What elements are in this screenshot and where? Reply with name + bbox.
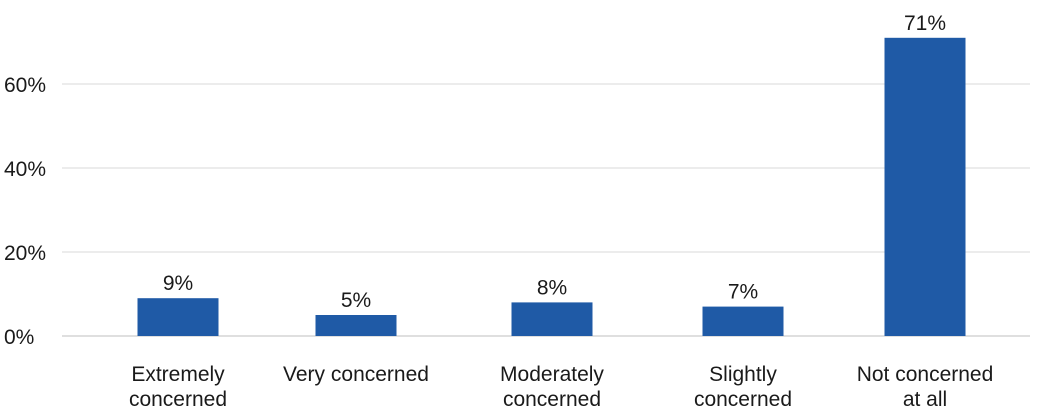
x-tick-label: Moderately	[500, 363, 604, 386]
data-label: 7%	[728, 281, 758, 304]
y-tick-label: 40%	[4, 158, 46, 181]
x-tick-label: at all	[903, 388, 947, 411]
bar	[702, 306, 784, 336]
x-tick-label: concerned	[129, 388, 227, 411]
y-tick-label: 60%	[4, 74, 46, 97]
x-tick-label: Very concerned	[283, 363, 429, 386]
data-label: 8%	[537, 276, 567, 299]
bar	[511, 302, 593, 336]
bar	[137, 298, 219, 336]
bar	[315, 315, 397, 336]
data-label: 9%	[163, 272, 193, 295]
value-labels: 9% 5% 8% 7% 71%	[163, 12, 946, 312]
x-tick-label: concerned	[694, 388, 792, 411]
data-label: 5%	[341, 289, 371, 312]
x-tick-label: concerned	[503, 388, 601, 411]
y-tick-label: 0%	[4, 326, 34, 349]
y-tick-label: 20%	[4, 242, 46, 265]
data-label: 71%	[904, 12, 946, 35]
x-tick-label: Slightly	[709, 363, 777, 386]
bars	[137, 37, 966, 337]
y-axis-ticks: 0% 20% 40% 60%	[4, 74, 46, 349]
x-tick-label: Extremely	[131, 363, 225, 386]
x-tick-label: Not concerned	[857, 363, 994, 386]
bar	[884, 37, 966, 337]
